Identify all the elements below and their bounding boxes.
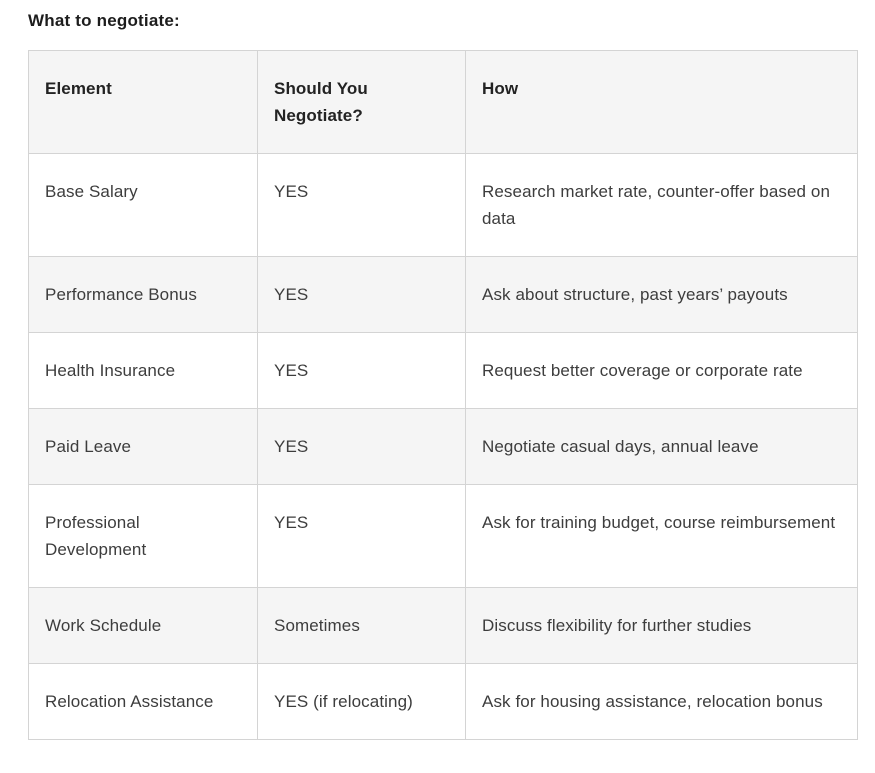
negotiation-table: Element Should You Negotiate? How Base S…	[28, 50, 858, 740]
page-title: What to negotiate:	[28, 11, 180, 30]
cell-should-negotiate: YES	[257, 153, 466, 257]
cell-how: Negotiate casual days, annual leave	[465, 408, 858, 485]
table-row: Base Salary YES Research market rate, co…	[28, 153, 858, 257]
table-row: Professional Development YES Ask for tra…	[28, 484, 858, 588]
header-cell-should-negotiate: Should You Negotiate?	[257, 50, 466, 154]
cell-element: Paid Leave	[28, 408, 258, 485]
cell-how: Ask about structure, past years’ payouts	[465, 256, 858, 333]
cell-how: Ask for housing assistance, relocation b…	[465, 663, 858, 740]
cell-should-negotiate: Sometimes	[257, 587, 466, 664]
cell-element: Base Salary	[28, 153, 258, 257]
header-cell-element: Element	[28, 50, 258, 154]
header-cell-how: How	[465, 50, 858, 154]
cell-element: Professional Development	[28, 484, 258, 588]
table-row: Paid Leave YES Negotiate casual days, an…	[28, 408, 858, 485]
cell-should-negotiate: YES	[257, 484, 466, 588]
cell-element: Work Schedule	[28, 587, 258, 664]
cell-should-negotiate: YES (if relocating)	[257, 663, 466, 740]
table-row: Performance Bonus YES Ask about structur…	[28, 256, 858, 333]
table-row: Health Insurance YES Request better cove…	[28, 332, 858, 409]
cell-should-negotiate: YES	[257, 408, 466, 485]
cell-element: Health Insurance	[28, 332, 258, 409]
cell-how: Request better coverage or corporate rat…	[465, 332, 858, 409]
cell-how: Discuss flexibility for further studies	[465, 587, 858, 664]
cell-how: Ask for training budget, course reimburs…	[465, 484, 858, 588]
cell-element: Relocation Assistance	[28, 663, 258, 740]
table-row: Relocation Assistance YES (if relocating…	[28, 663, 858, 740]
cell-should-negotiate: YES	[257, 256, 466, 333]
cell-how: Research market rate, counter-offer base…	[465, 153, 858, 257]
table-header-row: Element Should You Negotiate? How	[28, 50, 858, 154]
cell-should-negotiate: YES	[257, 332, 466, 409]
article-page: What to negotiate: Element Should You Ne…	[28, 11, 858, 740]
cell-element: Performance Bonus	[28, 256, 258, 333]
table-row: Work Schedule Sometimes Discuss flexibil…	[28, 587, 858, 664]
